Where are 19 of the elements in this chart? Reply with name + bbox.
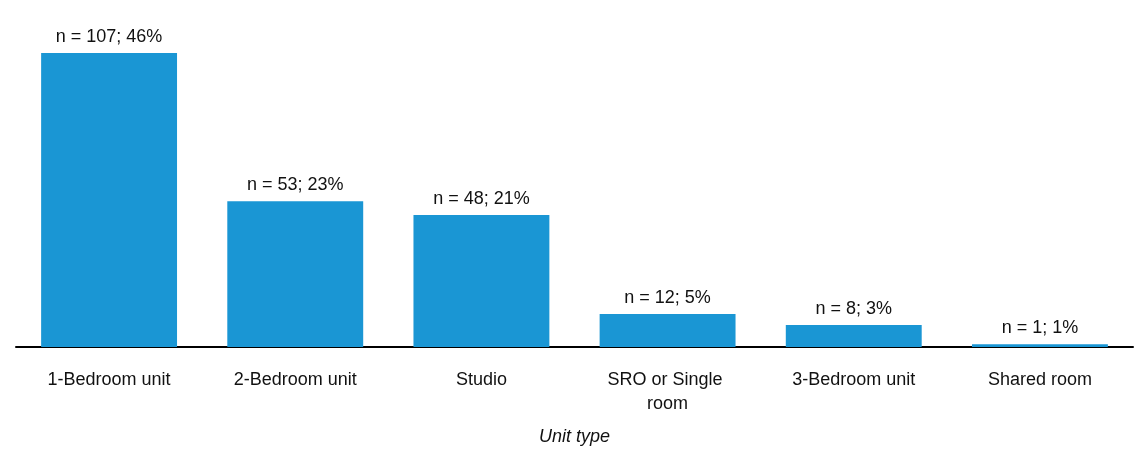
bar [413,215,550,347]
data-label: n = 48; 21% [433,188,530,209]
bar [971,344,1108,347]
data-label: n = 12; 5% [624,287,711,308]
data-label: n = 107; 46% [55,26,163,46]
bar [599,314,736,347]
data-label: n = 1; 1% [1001,317,1079,338]
bar [785,325,922,347]
x-tick-label: 1-Bedroom unit [47,369,171,389]
data-label: n = 8; 3% [815,298,893,319]
x-tick-label: 2-Bedroom unit [233,369,357,389]
x-tick-label: SRO or Single room [607,369,728,413]
x-axis-title: Unit type [538,426,611,446]
data-label: n = 53; 23% [246,174,344,195]
x-tick-label: Studio [455,369,507,389]
bar [41,53,178,347]
x-tick-label: 3-Bedroom unit [792,369,916,389]
bar [227,201,364,347]
x-tick-label: Shared room [987,369,1092,389]
